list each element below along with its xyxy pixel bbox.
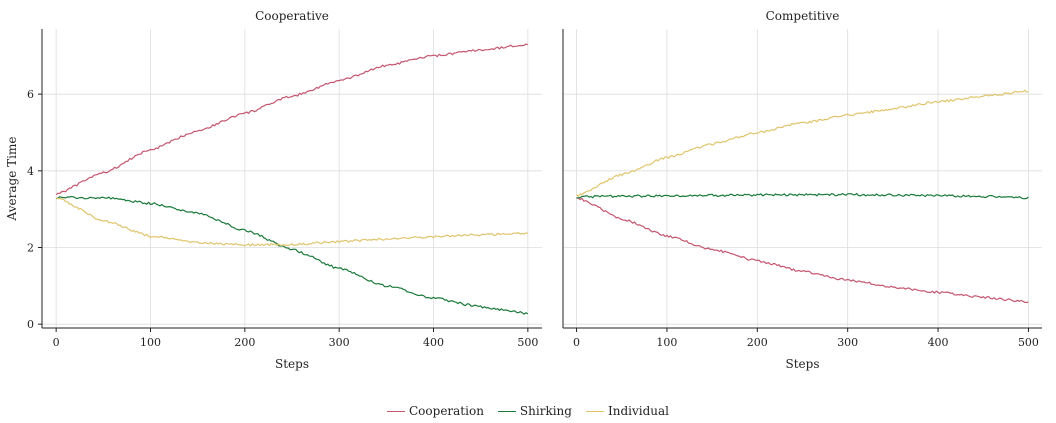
panel2-xtick-label-0: 0: [573, 336, 580, 349]
legend: Cooperation Shirking Individual: [0, 400, 1056, 422]
panel2-xtick-label-200: 200: [747, 336, 768, 349]
panel2-title: Competitive: [766, 9, 840, 23]
panel2-series-individual: [577, 90, 1029, 196]
panel1-ytick-label-0: 0: [27, 318, 34, 331]
panel2-xtick-label-100: 100: [656, 336, 677, 349]
panel1-xtick-label-100: 100: [140, 336, 161, 349]
panel2-series-cooperation: [577, 198, 1029, 303]
panel1-title: Cooperative: [255, 9, 329, 23]
panel1-ytick-label-6: 6: [27, 88, 34, 101]
panel1-xtick-label-0: 0: [53, 336, 60, 349]
panel1-ylabel: Average Time: [5, 137, 19, 222]
panel1-series-individual: [56, 198, 528, 246]
panel1-ytick-label-4: 4: [27, 165, 34, 178]
panel1-xtick-label-500: 500: [517, 336, 538, 349]
legend-swatch-shirking: [498, 411, 516, 412]
panel1-xlabel: Steps: [275, 357, 309, 371]
legend-label-cooperation: Cooperation: [409, 404, 484, 418]
legend-label-shirking: Shirking: [520, 404, 572, 418]
panel2: 0 100 200 300 400 500 Competitive Steps: [563, 9, 1042, 371]
panel1-series-shirking: [56, 197, 528, 315]
legend-swatch-cooperation: [387, 411, 405, 412]
panel1-xtick-label-300: 300: [329, 336, 350, 349]
legend-label-individual: Individual: [608, 404, 669, 418]
panel1-series-cooperation: [56, 44, 528, 195]
panel2-xtick-label-300: 300: [837, 336, 858, 349]
legend-item-cooperation: Cooperation: [387, 404, 484, 418]
panel2-xtick-label-400: 400: [928, 336, 949, 349]
panel2-xlabel: Steps: [786, 357, 820, 371]
legend-swatch-individual: [586, 411, 604, 412]
panel1-xtick-label-400: 400: [423, 336, 444, 349]
panel2-xtick-label-500: 500: [1018, 336, 1039, 349]
legend-item-shirking: Shirking: [498, 404, 572, 418]
panel1-ytick-label-2: 2: [27, 242, 34, 255]
panel1-xtick-label-200: 200: [234, 336, 255, 349]
panel2-series-shirking: [577, 194, 1029, 199]
legend-item-individual: Individual: [586, 404, 669, 418]
panel1: 0 100 200 300 400 500 0 2 4 6 Cooperative Steps Aver…: [5, 9, 542, 371]
